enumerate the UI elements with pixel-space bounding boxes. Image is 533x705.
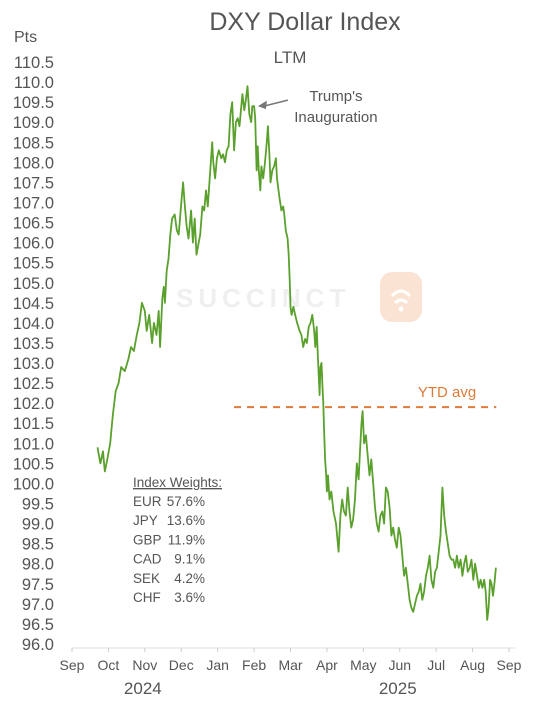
y-tick-label: 104.5 [13,295,54,313]
watermark-logo-icon [380,272,422,322]
x-tick-label: Sep [497,657,522,673]
x-tick-label: Apr [316,657,338,673]
reference-lines: YTD avg [234,384,497,409]
x-tick-label: May [350,657,376,673]
x-tick-label: Aug [460,657,485,673]
weight-value: 3.6% [174,590,205,605]
weight-value: 4.2% [174,571,205,586]
y-tick-label: 105.5 [13,255,54,273]
y-axis-ticks: 110.5 110.0 109.5 109.0 108.5 108.0 107.5 107.0… [13,54,54,654]
x-axis-ticks: Sep Oct Nov Dec Jan Feb Mar Apr May Jun Jul Aug Sep [60,648,522,673]
y-axis-unit: Pts [14,29,37,46]
annotation-arrow-line [263,99,289,107]
watermark-text: SUCCINCT [176,283,350,313]
x-tick-label: Jul [427,657,445,673]
x-tick-label: Mar [278,657,302,673]
year-label: 2025 [379,679,417,698]
index-weights-box: Index Weights: EUR 57.6% JPY 13.6% GBP 11.9% C… [133,475,222,605]
weight-currency: EUR [133,494,162,509]
x-tick-label: Sep [60,657,85,673]
annotation-text: Trump's [309,88,362,105]
y-tick-label: 100.5 [13,455,54,473]
y-tick-label: 102.0 [13,395,54,413]
weight-value: 11.9% [168,532,205,547]
index-weights-heading: Index Weights: [133,475,222,490]
weight-value: 9.1% [174,552,205,567]
y-tick-label: 107.0 [13,194,54,212]
index-weights-rows: EUR 57.6% JPY 13.6% GBP 11.9% CAD 9.1% SEK 4.2% CH… [133,494,205,605]
y-tick-label: 106.0 [13,235,54,253]
y-tick-label: 109.5 [13,94,54,112]
y-tick-label: 101.5 [13,415,54,433]
dxy-series-line [96,85,497,621]
y-tick-label: 101.0 [13,435,54,453]
watermark: SUCCINCT [176,272,422,322]
y-tick-label: 96.0 [22,636,54,654]
x-tick-label: Dec [169,657,194,673]
y-tick-label: 97.5 [22,576,54,594]
weight-currency: CHF [133,590,161,605]
y-tick-label: 98.5 [22,536,54,554]
y-tick-label: 107.5 [13,174,54,192]
y-tick-label: 102.5 [13,375,54,393]
x-tick-label: Oct [98,657,120,673]
year-label: 2024 [124,679,162,698]
series-layer [96,85,497,621]
y-tick-label: 106.5 [13,215,54,233]
y-tick-label: 103.5 [13,335,54,353]
y-tick-label: 109.0 [13,114,54,132]
ytd-avg-label: YTD avg [418,384,476,401]
x-tick-label: Jun [388,657,411,673]
y-tick-label: 110.5 [14,54,54,72]
y-tick-label: 99.0 [22,516,54,534]
chart-subtitle: LTM [274,48,307,67]
weight-currency: GBP [133,532,162,547]
chart-title: DXY Dollar Index [209,8,401,36]
y-tick-label: 103.0 [13,355,54,373]
annotation-arrowhead-icon [257,100,267,110]
x-tick-label: Nov [132,657,157,673]
annotation-layer: Trump's Inauguration [257,88,378,126]
weight-currency: SEK [133,571,160,586]
y-tick-label: 97.0 [22,596,54,614]
weight-value: 13.6% [167,513,205,528]
y-tick-label: 104.0 [13,315,54,333]
y-tick-label: 96.5 [22,616,54,634]
x-tick-label: Feb [242,657,266,673]
y-tick-label: 110.0 [14,74,54,92]
y-tick-label: 105.0 [13,275,54,293]
y-tick-label: 108.5 [13,134,54,152]
y-tick-label: 98.0 [22,556,54,574]
y-tick-label: 108.0 [13,154,54,172]
y-tick-label: 99.5 [22,496,54,514]
weight-currency: JPY [133,513,158,528]
annotation-text: Inauguration [294,109,377,126]
y-tick-label: 100.0 [13,475,54,493]
x-tick-label: Jan [206,657,229,673]
year-labels: 2024 2025 [124,679,417,698]
weight-currency: CAD [133,552,162,567]
weight-value: 57.6% [167,494,205,509]
